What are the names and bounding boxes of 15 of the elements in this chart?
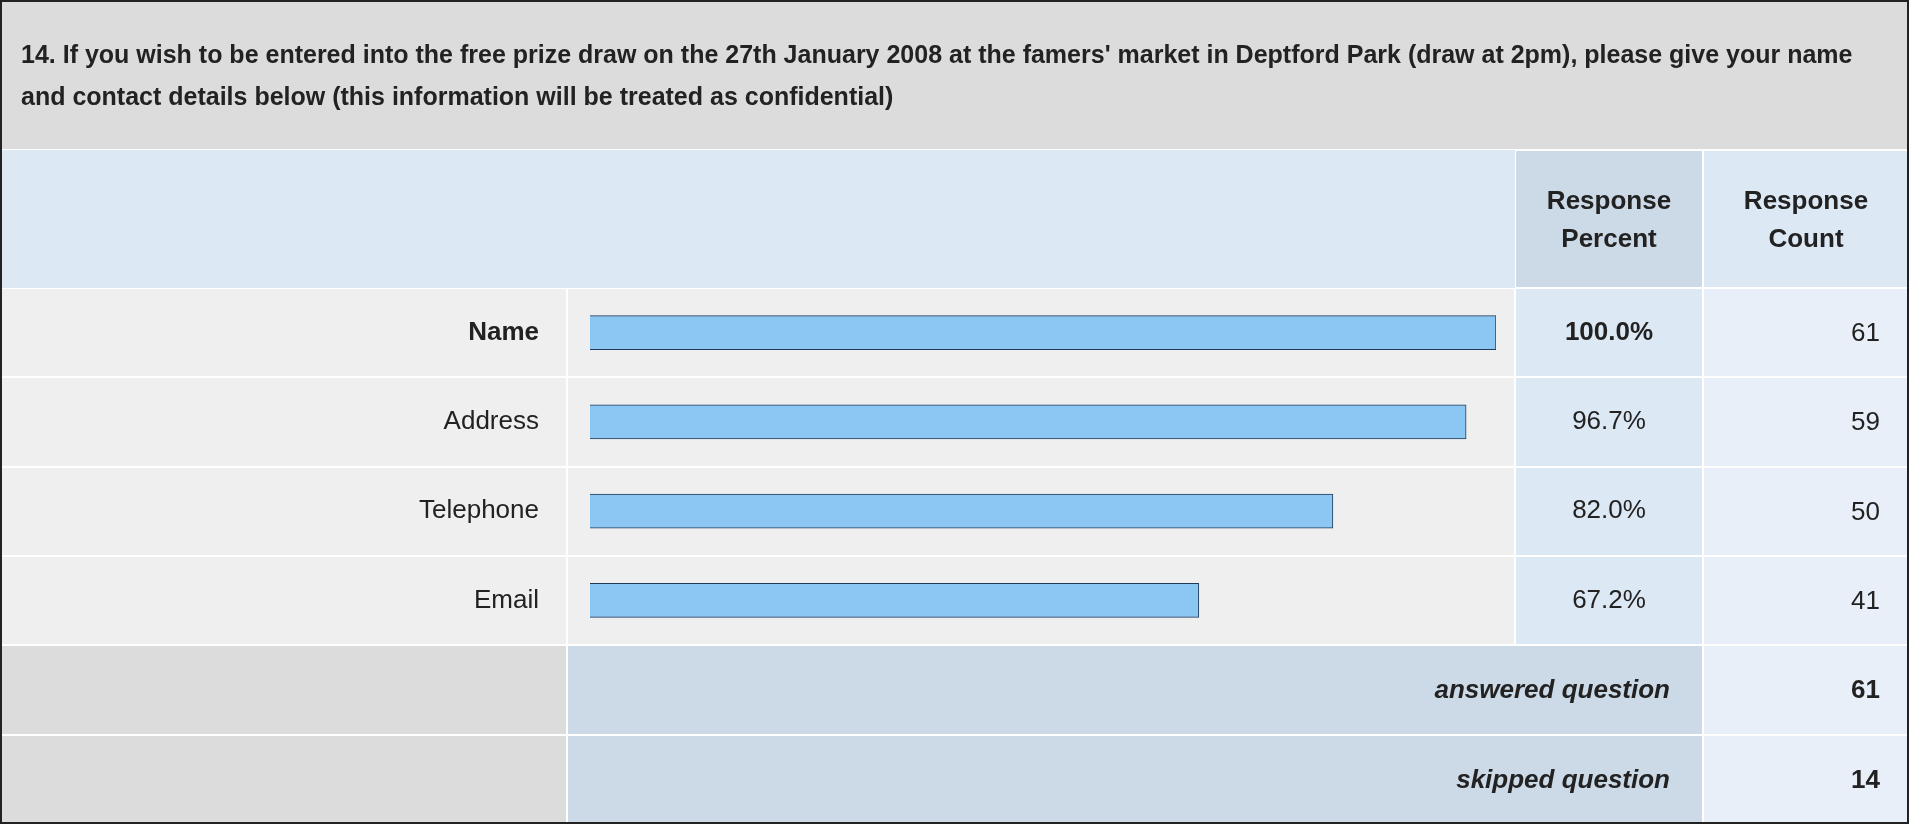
text: 61 [1703, 645, 1909, 735]
y-tick-label: Name [468, 315, 539, 346]
data-label: 100.0% [1564, 315, 1654, 346]
text: answered question [567, 645, 1703, 735]
text: 14 [1703, 734, 1909, 824]
text: Response Count [1703, 150, 1909, 288]
data-label: 67.2% [1572, 583, 1646, 614]
chart-title: 14. If you wish to be entered into the free prize draw on the 27th January 2008 at the famers' market in Deptford Park (draw at 2pm), please give your name and contact details below (this information will be treated as confidential) [0, 0, 1909, 150]
y-tick-label: Email [473, 583, 539, 614]
text: Response Percent [1515, 150, 1703, 288]
data-label: 96.7% [1572, 405, 1646, 436]
y-tick-label: Address [443, 405, 539, 436]
data-label: 82.0% [1572, 494, 1646, 525]
text: skipped question [567, 734, 1703, 824]
y-tick-label: Telephone [419, 494, 539, 525]
